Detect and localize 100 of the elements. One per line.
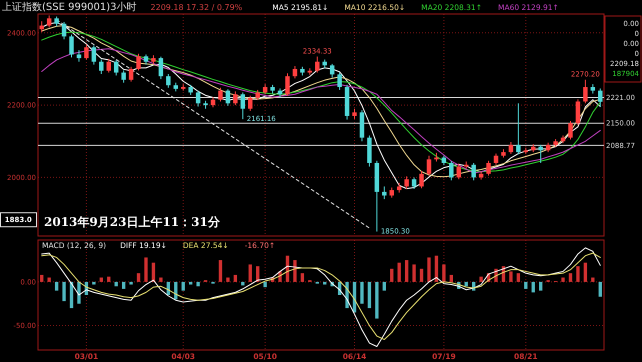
bar xyxy=(568,273,572,282)
candlestick xyxy=(494,153,498,166)
bar xyxy=(256,266,260,282)
candlestick xyxy=(76,50,82,62)
bar xyxy=(323,282,326,285)
candlestick xyxy=(508,141,514,154)
candlestick xyxy=(337,72,342,90)
bar xyxy=(263,282,267,288)
chart-subtitle: 2209.18 17.32 / 0.79% xyxy=(150,3,243,12)
candlestick xyxy=(471,162,476,181)
bar xyxy=(144,257,148,282)
candlestick xyxy=(382,186,387,200)
candlestick xyxy=(442,155,446,166)
candlestick xyxy=(449,160,454,181)
candlestick xyxy=(426,155,432,176)
bar xyxy=(561,278,565,282)
bar xyxy=(248,264,252,282)
bar xyxy=(442,264,446,282)
bar xyxy=(524,282,528,289)
candlestick xyxy=(99,59,104,75)
bar xyxy=(479,276,483,282)
candlestick xyxy=(240,92,246,120)
bar xyxy=(40,274,44,282)
bar xyxy=(509,271,513,282)
candlestick xyxy=(404,176,409,190)
candlestick xyxy=(456,163,462,180)
bar xyxy=(300,273,304,282)
candlestick xyxy=(218,87,223,102)
bar xyxy=(159,278,163,282)
candlestick xyxy=(166,74,171,88)
candlestick xyxy=(255,89,260,101)
bar xyxy=(464,282,468,286)
candlestick xyxy=(315,56,320,74)
bar xyxy=(92,282,96,285)
bar xyxy=(532,282,535,292)
bar xyxy=(114,282,118,286)
bar xyxy=(218,260,222,282)
candlestick xyxy=(62,21,66,40)
candlestick xyxy=(46,14,52,28)
candlestick xyxy=(546,142,550,153)
candlestick xyxy=(54,16,59,27)
bar xyxy=(382,282,386,291)
candlestick xyxy=(158,56,164,80)
candlestick xyxy=(598,88,603,108)
chart-title: 上证指数(SSE 999001)3小时 xyxy=(2,1,137,13)
bar xyxy=(136,273,140,282)
candlestick xyxy=(92,44,96,66)
candlestick xyxy=(248,95,252,112)
candlestick xyxy=(114,59,118,76)
bar xyxy=(47,278,51,282)
bar xyxy=(390,268,394,282)
bar xyxy=(576,266,580,282)
candlestick xyxy=(39,20,44,33)
bar xyxy=(122,282,126,289)
bar xyxy=(107,276,110,282)
candlestick xyxy=(396,182,402,194)
candlestick xyxy=(486,160,491,176)
annotation: 2013年9月23日上午11：31分 xyxy=(44,215,221,229)
candlestick xyxy=(233,90,238,106)
candlestick xyxy=(84,44,89,60)
bar xyxy=(241,282,244,286)
candlestick xyxy=(292,66,298,79)
candlestick xyxy=(196,90,200,108)
candlestick xyxy=(226,88,230,106)
bar xyxy=(375,282,379,319)
bar xyxy=(174,282,178,300)
candlestick xyxy=(590,84,596,94)
candlestick xyxy=(576,98,580,126)
candlestick xyxy=(412,176,416,190)
candlestick xyxy=(285,72,290,96)
candlestick xyxy=(330,63,334,78)
bar xyxy=(516,273,520,282)
bar xyxy=(129,282,133,285)
candlestick xyxy=(419,170,424,189)
candlestick xyxy=(106,58,111,74)
bar xyxy=(226,278,230,282)
bar xyxy=(196,282,200,286)
bar xyxy=(100,278,103,282)
bar xyxy=(398,262,401,282)
bar xyxy=(450,274,454,282)
candlestick xyxy=(188,84,193,96)
candlestick xyxy=(583,79,588,104)
bar xyxy=(591,278,595,282)
bar xyxy=(539,282,542,291)
candlestick xyxy=(136,53,141,71)
candlestick xyxy=(538,144,543,164)
candlestick xyxy=(516,102,521,155)
bar xyxy=(598,282,602,297)
bar xyxy=(412,264,416,282)
candlestick xyxy=(128,66,134,82)
candlestick xyxy=(262,84,268,95)
bar xyxy=(234,274,238,282)
candlestick xyxy=(568,120,573,140)
candlestick xyxy=(121,70,126,84)
bar xyxy=(188,282,192,285)
candlestick xyxy=(390,187,394,198)
bar xyxy=(584,262,588,282)
candlestick xyxy=(210,96,216,108)
bar xyxy=(404,260,408,282)
bar xyxy=(368,282,372,308)
